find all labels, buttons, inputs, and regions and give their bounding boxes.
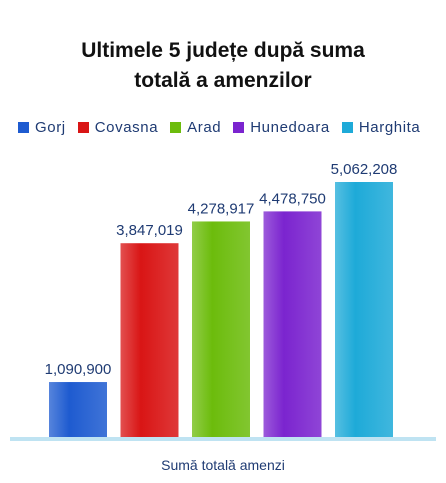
chart-title: Ultimele 5 județe după suma totală a ame…	[0, 36, 446, 96]
data-label-arad: 4,278,917	[188, 200, 255, 217]
chart-title-line-2: totală a amenzilor	[134, 69, 312, 92]
chart-title-line-1: Ultimele 5 județe după suma	[81, 39, 365, 62]
legend-swatch	[18, 122, 29, 133]
legend-item-covasna: Covasna	[77, 119, 159, 136]
x-axis-baseline	[10, 437, 436, 441]
bar-covasna	[120, 243, 179, 437]
bar-harghita	[335, 182, 393, 437]
bar-arad	[192, 221, 250, 437]
data-label-hunedoara: 4,478,750	[259, 190, 326, 207]
bar-hunedoara	[263, 211, 322, 437]
legend-item-arad: Arad	[170, 119, 221, 136]
legend-label: Hunedoara	[250, 119, 330, 136]
bar-gorj	[49, 382, 107, 437]
x-axis-label: Sumă totală amenzi	[161, 457, 285, 473]
legend-label: Covasna	[94, 119, 159, 136]
legend-item-gorj: Gorj	[18, 119, 66, 136]
legend-swatch	[341, 122, 353, 133]
legend-label: Gorj	[35, 119, 66, 136]
legend-label: Arad	[187, 119, 222, 136]
legend-item-hunedoara: Hunedoara	[233, 119, 330, 136]
data-label-harghita: 5,062,208	[331, 161, 398, 178]
legend-item-harghita: Harghita	[341, 119, 421, 136]
legend-label: Harghita	[358, 119, 421, 136]
data-label-covasna: 3,847,019	[116, 222, 183, 239]
legend-swatch	[77, 122, 89, 133]
data-label-gorj: 1,090,900	[45, 361, 112, 378]
legend: Gorj Covasna Arad Hunedoara Harghita	[18, 119, 432, 136]
legend-swatch	[233, 122, 245, 133]
legend-swatch	[170, 122, 182, 133]
